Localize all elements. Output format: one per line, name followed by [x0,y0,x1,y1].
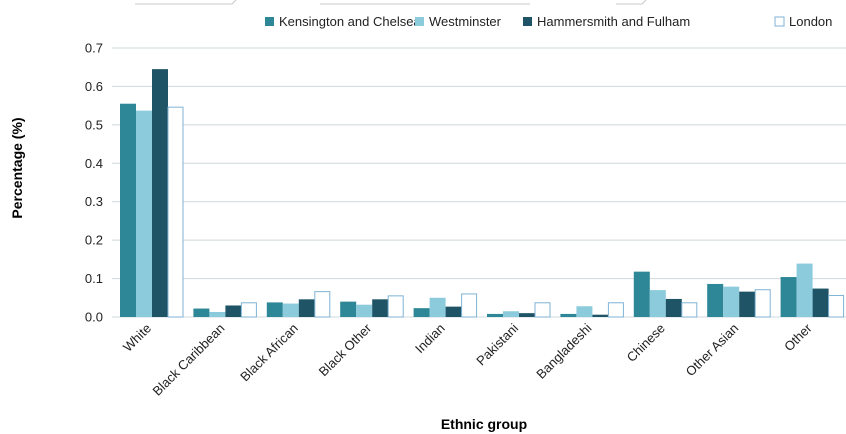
bar [633,271,650,317]
bar [225,305,242,317]
bar [780,277,797,317]
bar [429,297,446,317]
y-tick-label: 0.2 [85,233,103,248]
bar [314,291,331,318]
bar [356,304,373,317]
bar [120,103,136,317]
bar [298,299,315,317]
bar [519,313,535,317]
legend-swatch [523,17,532,26]
y-tick-label: 0.3 [85,194,103,209]
bar [503,311,519,317]
bar [607,302,624,318]
x-tick-label: Chinese [624,321,668,365]
bar [209,312,226,317]
bar [534,302,551,318]
bar [576,306,593,317]
bar [592,314,609,317]
bar [240,302,257,318]
bar [723,286,740,317]
y-tick-label: 0.6 [85,79,103,94]
x-tick-label: Pakistani [473,320,521,368]
legend: Kensington and Chelsea Westminster Hammers… [265,14,832,29]
legend-label: Kensington and Chelsea [279,14,421,29]
bar [681,302,698,318]
bar [828,294,845,318]
x-tick-label: Black Other [316,320,375,379]
bar [665,298,682,317]
x-tick-label: White [120,321,154,355]
bar [487,313,503,317]
x-tick-label: Other [781,320,815,354]
bar [152,69,168,317]
bar [413,308,430,317]
bar [372,299,389,317]
legend-label: Westminster [429,14,502,29]
y-tick-label: 0.7 [85,41,103,56]
x-axis-title: Ethnic group [441,416,527,432]
y-tick-label: 0.5 [85,117,103,132]
bar [649,290,666,317]
bar [560,313,577,317]
bars [120,69,845,318]
bar [136,110,152,317]
legend-swatch [774,16,785,27]
x-tick-label: Other Asian [683,321,742,380]
y-axis-ticks: 0.0 0.1 0.2 0.3 0.4 0.5 0.6 0.7 [85,41,103,325]
x-tick-label: Bangladeshi [533,320,594,381]
y-tick-label: 0.1 [85,271,103,286]
bar [812,288,829,317]
bar [340,301,357,317]
top-decoration [135,0,647,5]
bar [754,289,771,318]
y-tick-label: 0.4 [85,156,103,171]
bar [282,303,299,317]
legend-swatch [265,17,274,26]
x-tick-label: Black Caribbean [149,321,227,399]
bar [167,106,184,318]
y-axis-title: Percentage (%) [9,117,25,218]
bar [461,293,478,318]
bar [796,263,813,317]
bar [739,291,756,317]
bar [193,308,210,317]
y-tick-label: 0.0 [85,310,103,325]
x-tick-label: Indian [412,321,448,357]
legend-label: Hammersmith and Fulham [537,14,690,29]
legend-label: London [789,14,832,29]
bar [707,283,724,317]
bar [387,295,404,318]
legend-swatch [415,17,424,26]
gridlines [112,47,846,318]
x-tick-label: Black African [237,321,301,385]
bar [445,306,462,317]
bar [266,302,283,317]
